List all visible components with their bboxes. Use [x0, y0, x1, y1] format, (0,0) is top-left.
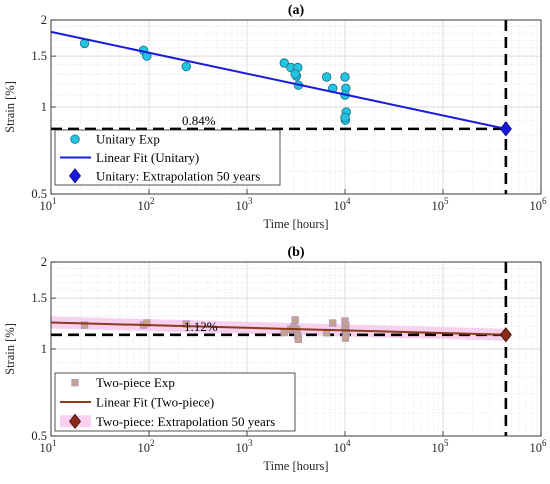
- y-axis: 0.5 1 1.5 2: [31, 255, 56, 443]
- fit-line: [50, 321, 506, 336]
- chart-panel-a: 0.84% 101 102 103 104 105 106 0.5 1 1.5 2 Time [hou…: [3, 3, 547, 231]
- x-tick-label: 102: [138, 196, 155, 213]
- panel-title: (a): [288, 3, 305, 18]
- x-tick-label: 103: [236, 196, 254, 213]
- legend-label: Two-piece Exp: [96, 375, 175, 390]
- data-point: [290, 69, 300, 79]
- data-point: [341, 334, 350, 342]
- y-tick-label: 2: [41, 255, 47, 269]
- legend-label: Linear Fit (Unitary): [96, 150, 199, 165]
- x-tick-label: 106: [530, 196, 548, 213]
- x-axis: 101 102 103 104 105 106: [40, 189, 548, 213]
- y-tick-label: 1.5: [31, 49, 47, 63]
- extrapolation-marker: [499, 327, 512, 343]
- x-axis: 101 102 103 104 105 106: [40, 431, 548, 455]
- x-tick-label: 105: [432, 438, 450, 455]
- x-tick-label: 101: [40, 438, 57, 455]
- data-point: [279, 58, 289, 68]
- data-point: [340, 112, 350, 123]
- data-point: [80, 321, 89, 329]
- legend-swatch: [68, 413, 82, 429]
- data-point: [340, 72, 350, 82]
- value-annotation: 1.12%: [184, 319, 218, 334]
- legend-label: Two-piece: Extrapolation 50 years: [96, 414, 275, 429]
- fit-line: [50, 30, 507, 130]
- x-tick-label: 104: [334, 438, 352, 455]
- legend-label: Unitary: Extrapolation 50 years: [96, 168, 260, 183]
- legend-swatch: [68, 168, 82, 184]
- y-axis-label: Strain [%]: [3, 323, 17, 375]
- x-tick-label: 102: [138, 438, 155, 455]
- y-tick-label: 2: [41, 13, 47, 27]
- legend: Unitary Exp Linear Fit (Unitary) Unitary: …: [54, 129, 281, 186]
- legend-box: [54, 129, 281, 186]
- legend-label: Linear Fit (Two-piece): [96, 395, 214, 410]
- value-annotation: 0.84%: [182, 113, 216, 128]
- extrapolation-marker: [499, 121, 512, 137]
- y-tick-label: 1: [41, 342, 47, 356]
- y-tick-label: 1.5: [31, 291, 47, 305]
- data-point: [143, 319, 151, 327]
- data-point: [280, 328, 288, 337]
- y-axis: 0.5 1 1.5 2: [31, 13, 56, 201]
- x-tick-label: 104: [334, 196, 352, 213]
- legend-box: [54, 372, 296, 432]
- legend-label: Unitary Exp: [96, 132, 160, 147]
- data-point: [294, 335, 303, 343]
- data-point: [321, 72, 332, 82]
- x-tick-label: 103: [236, 438, 254, 455]
- data-point: [291, 316, 299, 324]
- panel-title: (b): [287, 245, 304, 260]
- x-tick-label: 106: [530, 438, 548, 455]
- chart-panel-b: 1.12% 101 102 103 104 105 106 0.5 1 1.5 2 Time [hou…: [3, 245, 547, 473]
- y-tick-label: 1: [41, 100, 47, 114]
- y-tick-label: 0.5: [31, 187, 47, 201]
- y-tick-label: 0.5: [31, 429, 47, 443]
- legend: Two-piece Exp Linear Fit (Two-piece) Two-p…: [54, 372, 296, 432]
- x-axis-label: Time [hours]: [263, 459, 328, 473]
- x-axis-label: Time [hours]: [263, 217, 328, 231]
- y-axis-label: Strain [%]: [3, 81, 17, 133]
- data-point: [181, 61, 191, 72]
- data-point: [329, 319, 337, 327]
- legend-swatch: [70, 134, 80, 144]
- data-point: [182, 320, 190, 328]
- x-tick-label: 101: [40, 196, 57, 213]
- legend-swatch: [71, 379, 79, 387]
- x-tick-label: 105: [432, 196, 450, 213]
